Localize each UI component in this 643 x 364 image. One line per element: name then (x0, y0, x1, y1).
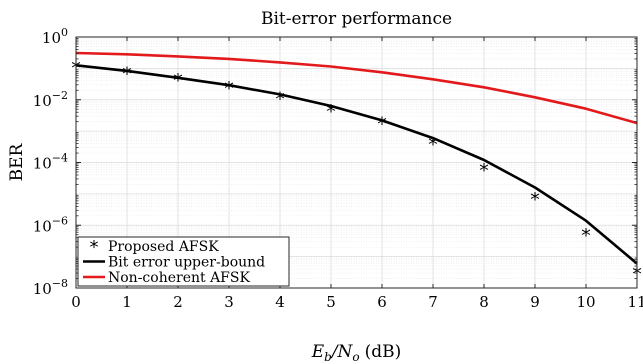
proposed-afsk-point: * (173, 70, 183, 92)
y-axis-label: BER (7, 142, 27, 181)
non-coherent-afsk-line (75, 51, 638, 125)
x-tick-label: 11 (627, 293, 643, 311)
x-tick-label: 7 (428, 293, 438, 311)
proposed-afsk-point: * (530, 189, 540, 211)
x-tick-label: 2 (173, 293, 183, 311)
proposed-afsk-point: * (275, 88, 285, 110)
x-tick-label: 6 (377, 293, 387, 311)
proposed-afsk-point: * (224, 78, 234, 100)
x-tick-label: 3 (224, 293, 234, 311)
x-tick-label: 5 (326, 293, 336, 311)
legend-label-non-coherent-afsk: Non-coherent AFSK (108, 270, 250, 286)
legend-label-proposed-afsk: Proposed AFSK (108, 239, 219, 255)
proposed-afsk-point: * (479, 160, 489, 182)
y-tick-label: 100 (42, 26, 68, 47)
proposed-afsk-point: * (326, 101, 336, 123)
x-tick-label: 1 (122, 293, 132, 311)
x-tick-label: 9 (530, 293, 540, 311)
legend-box (77, 236, 290, 287)
x-tick-label: 4 (275, 293, 285, 311)
x-tick-label: 8 (479, 293, 489, 311)
chart-title: Bit-error performance (261, 9, 452, 29)
y-tick-label: 10−8 (33, 277, 68, 298)
x-tick-label: 0 (71, 293, 81, 311)
proposed-afsk-point: * (428, 134, 438, 156)
y-tick-label: 10−6 (33, 214, 68, 235)
proposed-afsk-point: * (581, 225, 591, 247)
bit-error-upper-bound-line (75, 64, 638, 265)
legend-swatch-proposed-afsk: * (90, 237, 99, 258)
proposed-afsk-point: * (377, 114, 387, 136)
x-axis-label: Eb/No (dB) (311, 342, 402, 364)
proposed-afsk-point: * (122, 63, 132, 85)
y-tick-label: 10−2 (33, 89, 68, 110)
x-tick-label: 10 (576, 293, 595, 311)
legend-label-bit-error-upper-bound: Bit error upper-bound (108, 255, 265, 271)
y-tick-label: 10−4 (33, 152, 68, 173)
